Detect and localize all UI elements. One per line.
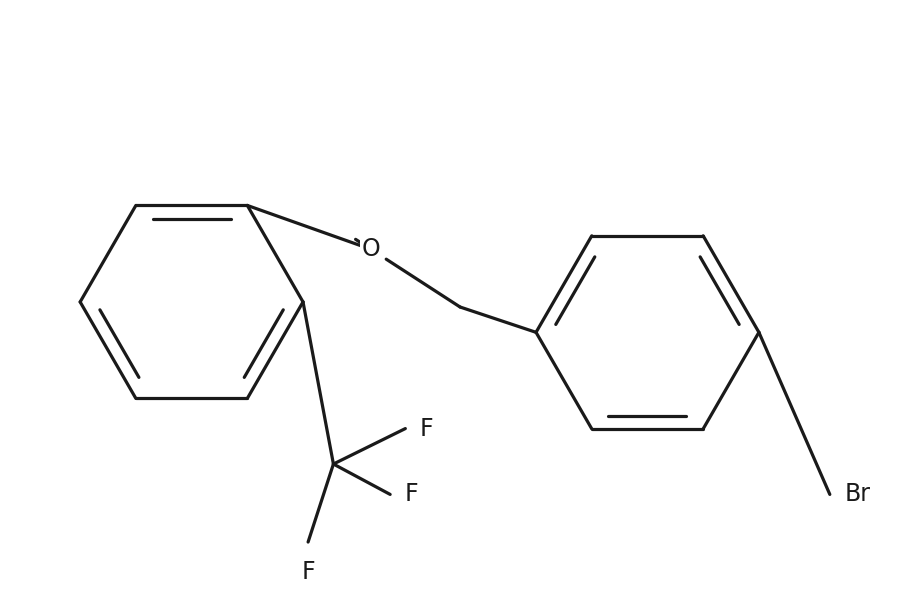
Text: O: O [361,237,380,261]
Text: F: F [404,483,417,507]
Text: Br: Br [844,483,870,507]
Text: F: F [419,416,433,441]
Text: F: F [301,560,314,585]
